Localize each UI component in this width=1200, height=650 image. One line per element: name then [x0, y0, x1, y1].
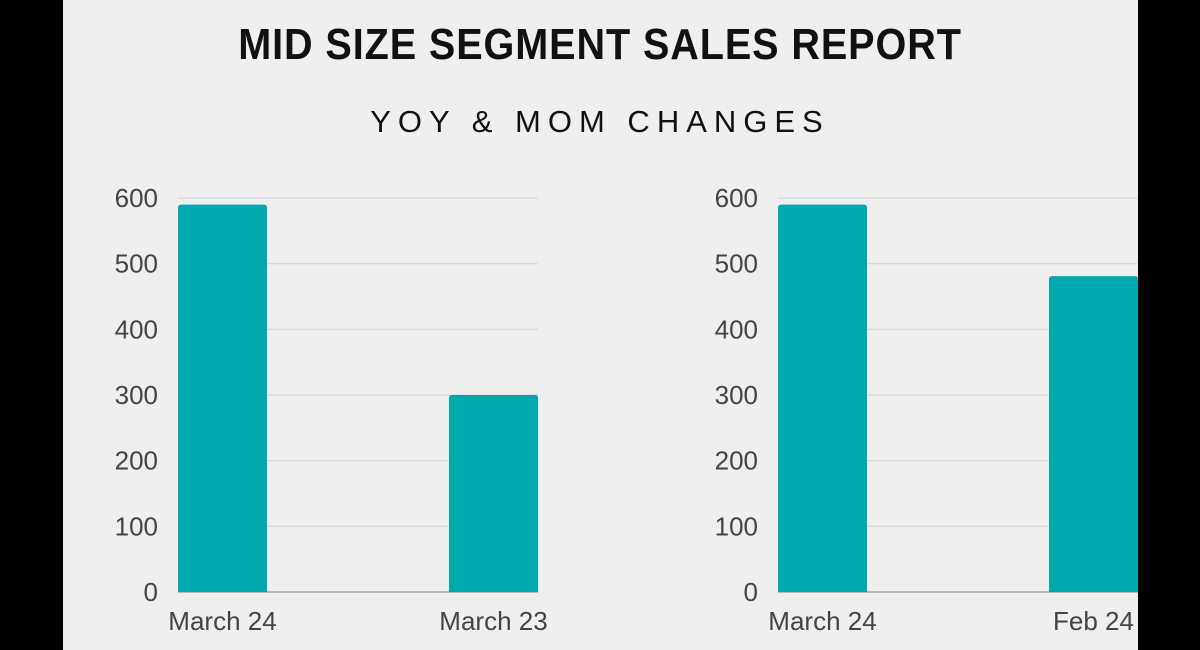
category-label: March 24: [768, 606, 876, 636]
bar: [449, 395, 538, 592]
bar: [178, 204, 267, 593]
y-tick-label: 600: [715, 183, 758, 213]
yoy-bar-chart: 0 100 200 300 400 500 600 March 24 March 23: [115, 183, 548, 636]
y-tick-label: 200: [115, 446, 158, 476]
category-label: March 24: [168, 606, 276, 636]
y-tick-label: 0: [744, 577, 758, 607]
mom-bar-chart: 0 100 200 300 400 500 600 March 24 Feb 24: [715, 183, 1138, 636]
category-label: March 23: [439, 606, 547, 636]
y-tick-label: 300: [715, 380, 758, 410]
y-tick-label: 100: [715, 511, 758, 541]
bar: [778, 204, 867, 593]
y-tick-label: 200: [715, 446, 758, 476]
category-label: Feb 24: [1053, 606, 1134, 636]
y-tick-label: 500: [115, 249, 158, 279]
y-tick-label: 400: [715, 314, 758, 344]
y-tick-label: 600: [115, 183, 158, 213]
page-subtitle: YOY & MOM CHANGES: [370, 104, 830, 139]
y-tick-label: 300: [115, 380, 158, 410]
y-tick-label: 400: [115, 314, 158, 344]
bar: [1049, 276, 1138, 592]
y-tick-label: 500: [715, 249, 758, 279]
page-title: MID SIZE SEGMENT SALES REPORT: [238, 20, 962, 69]
y-tick-label: 100: [115, 511, 158, 541]
y-tick-label: 0: [144, 577, 158, 607]
